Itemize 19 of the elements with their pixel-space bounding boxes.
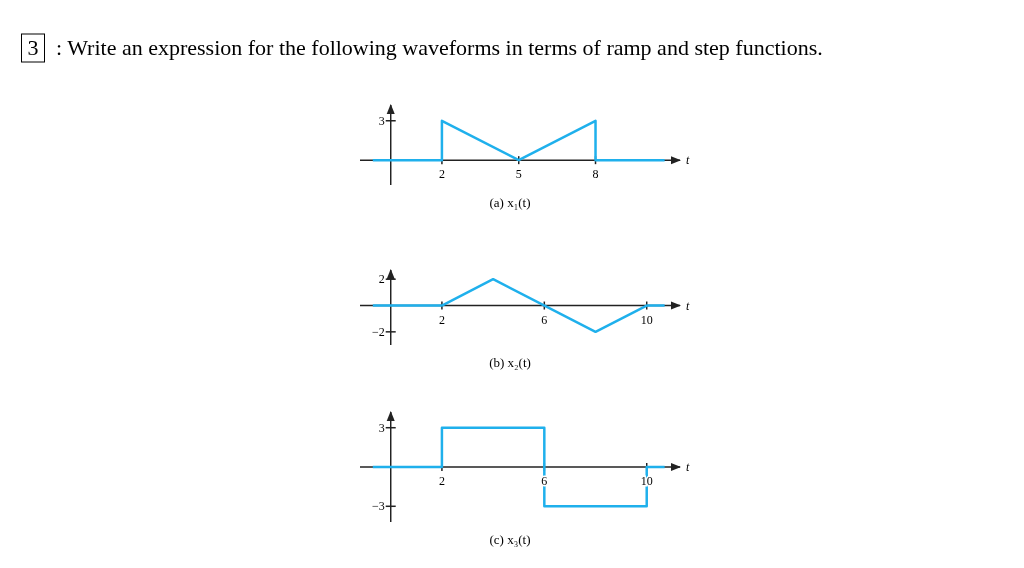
- x-tick-label: 10: [640, 312, 653, 327]
- text: (a) x₁(t): [489, 195, 531, 210]
- y-tick-label: −3: [371, 499, 385, 514]
- x-tick-label: 2: [438, 167, 445, 182]
- y-tick-label: 3: [378, 420, 385, 435]
- text: (c) x₃(t): [489, 532, 531, 547]
- x-axis-title: t: [686, 460, 690, 474]
- y-tick-label: −2: [371, 324, 385, 339]
- text: (b) x₂(t): [489, 355, 531, 370]
- x-tick-label: 2: [438, 312, 445, 327]
- x-tick-label: 8: [592, 167, 599, 182]
- text: : Write an expression for the following waveforms in terms of ramp and step functions.: [56, 35, 823, 60]
- x-tick-label: 5: [515, 167, 522, 182]
- x-axis-title: t: [686, 153, 690, 168]
- x-axis-title: t: [686, 298, 690, 313]
- text: 3: [27, 35, 39, 60]
- x-tick-label: 2: [438, 474, 445, 488]
- y-tick-label: 2: [378, 272, 385, 287]
- x-tick-label: 6: [541, 312, 548, 327]
